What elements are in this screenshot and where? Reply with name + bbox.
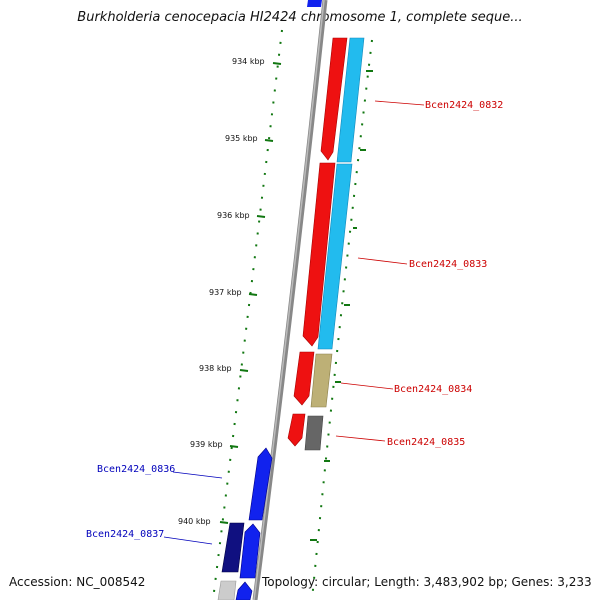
cds-bcen2424-0835-red[interactable]	[287, 413, 306, 447]
scale-tick	[248, 293, 258, 296]
scale-label: 936 kbp	[217, 211, 250, 220]
cds-bcen2424-0834-red[interactable]	[293, 351, 315, 406]
scale-tick	[219, 521, 229, 524]
cds-bcen2424-0837-blue[interactable]	[239, 523, 261, 579]
scale-ticks	[219, 62, 282, 524]
gene-label-bcen2424-0833[interactable]: Bcen2424_0833	[409, 259, 487, 270]
label-leader	[163, 536, 213, 545]
scale-tick	[264, 139, 274, 142]
chromosome-backbone	[252, 0, 328, 600]
gene-label-bcen2424-0837[interactable]: Bcen2424_0837	[86, 529, 164, 540]
label-leader	[340, 382, 394, 390]
cds-bottom-blue[interactable]	[235, 581, 253, 600]
topology-text: Topology: circular; Length: 3,483,902 bp…	[262, 575, 592, 589]
gene-label-bcen2424-0834[interactable]: Bcen2424_0834	[394, 384, 472, 395]
scale-tick	[272, 62, 282, 65]
gene-label-bcen2424-0836[interactable]: Bcen2424_0836	[97, 464, 175, 475]
chromosome-backbone-highlight	[253, 0, 325, 600]
cds-bcen2424-0833-cyan[interactable]	[317, 163, 353, 350]
scale-label: 935 kbp	[225, 134, 258, 143]
label-leader	[374, 100, 425, 106]
scale-label: 940 kbp	[178, 517, 211, 526]
cds-bcen2424-0834-khaki[interactable]	[310, 353, 333, 408]
cds-bcen2424-0837-navy[interactable]	[221, 522, 245, 573]
label-leader	[172, 471, 223, 479]
gene-label-bcen2424-0832[interactable]: Bcen2424_0832	[425, 100, 503, 111]
cds-bcen2424-0835-gray[interactable]	[304, 415, 324, 451]
cds-bcen2424-0836-blue[interactable]	[248, 447, 273, 521]
cds-bottom-gray[interactable]	[217, 580, 237, 600]
label-leader	[357, 257, 408, 265]
cds-bcen2424-0833-red[interactable]	[302, 162, 336, 347]
scale-label: 938 kbp	[199, 364, 232, 373]
scale-label: 934 kbp	[232, 57, 265, 66]
outer-dotted-ring	[311, 39, 373, 600]
cds-top-partial[interactable]	[307, 0, 322, 7]
gene-label-bcen2424-0835[interactable]: Bcen2424_0835	[387, 437, 465, 448]
scale-tick	[256, 215, 266, 218]
label-leader	[335, 435, 386, 442]
scale-label: 937 kbp	[209, 288, 242, 297]
scale-label: 939 kbp	[190, 440, 223, 449]
scale-tick	[239, 369, 249, 372]
scale-tick	[229, 445, 239, 448]
accession-text: Accession: NC_008542	[9, 575, 146, 589]
cds-bcen2424-0832-cyan[interactable]	[336, 37, 365, 163]
inner-dotted-ring	[212, 29, 283, 600]
map-title: Burkholderia cenocepacia HI2424 chromoso…	[77, 10, 523, 25]
cds-bcen2424-0832-red[interactable]	[320, 37, 348, 161]
gc-marks	[310, 70, 373, 541]
